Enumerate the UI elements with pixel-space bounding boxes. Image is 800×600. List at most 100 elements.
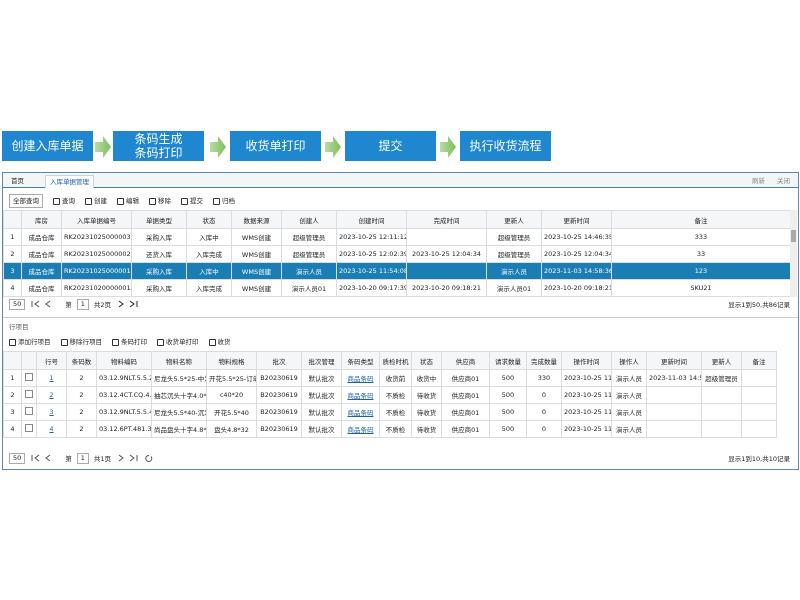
cell: 供应商01 [441,386,490,404]
cell [701,386,742,404]
tool-button[interactable]: 移除 [149,195,171,207]
toolbar: 添加行项目 移除行项目 条码打印 收货单打印 收货 [9,336,231,348]
cell: RK20231025000003 [61,228,132,246]
page-input[interactable]: 1 [76,452,89,464]
cell [741,403,777,421]
cell: SKU21 [611,279,790,297]
tool-button[interactable]: 收货单打印 [157,336,199,348]
close[interactable]: 关闭 [777,177,790,185]
tool-button[interactable]: 查询 [53,195,75,207]
tool-button[interactable]: 提交 [181,195,203,207]
cell: B20230619 [256,386,302,404]
tool-label: 全部查询 [13,197,39,205]
tool-label: 移除 [158,197,171,205]
cell: 2 [36,386,67,404]
cell: 500 [489,369,527,387]
cell: c40*20 [206,386,257,404]
tool-button[interactable]: 移除行项目 [60,336,102,348]
cell: 抽芯沉头十字4.0*20 [151,386,207,404]
row[interactable]: 11203.12.9NLT.5.5.25-3尼龙头5.5*25-中发开花5.5*… [3,369,799,387]
cell: 3 [36,403,67,421]
tool-button[interactable]: 收货 [208,336,231,348]
checkbox[interactable] [21,420,37,438]
checkbox[interactable] [21,386,37,404]
page-size[interactable]: 50 [9,298,26,310]
tool-button[interactable]: 条码打印 [112,336,147,348]
table: 行号 条码数 物料编码 物料名称 物料规格 批次 批次管理 条码类型 质检时机 状态 供应商 请求数量… [3,351,798,438]
cell: 0 [526,420,562,438]
cell: 0 [526,403,562,421]
cell: 03.12.9NLT.5.5.40-2 [96,403,152,421]
cell [406,228,487,246]
row[interactable]: 33203.12.9NLT.5.5.40-2尼龙头5.5*40-沉发开花5.5*… [3,403,799,421]
cell: 123 [611,262,790,280]
flow-step: 创建入库单据 [2,131,93,161]
cell: 330 [526,369,562,387]
checkbox[interactable] [21,403,37,421]
header-cell: 更新时间 [646,351,702,370]
row[interactable]: 3 成品仓库 RK20231025000001 采购入库 入库中 WMS创建 演示人员 202… [3,262,790,280]
header-row: 库房 入库单据编号 单据类型 状态 数据来源 创建人 创建时间 完成时间 更新人 更新时间 备注 [3,210,790,229]
cell: 商品条码 [341,369,380,387]
header-cell: 状态 [186,210,232,229]
cell: 收货中 [411,369,442,387]
page-input[interactable]: 1 [76,298,89,310]
flow-step: 提交 [345,131,436,161]
checkbox[interactable] [21,369,37,387]
summary: 显示1到10,共10记录 [728,455,790,463]
row[interactable]: 22203.12.4CT.CQ.4.0.2抽芯沉头十字4.0*20c40*20B… [3,386,799,404]
header-cell [3,210,22,229]
row[interactable]: 4 成品仓库 RK20231020000001 采购入库 入库完成 WMS创建 演示人员01… [3,279,790,297]
cell: 03.12.9NLT.5.5.25-3 [96,369,152,387]
icon [85,197,92,205]
header-cell: 物料编码 [96,351,152,370]
cell: 2023-10-25 11:57:2 [561,386,612,404]
tool-button[interactable]: 添加行项目 [9,336,51,348]
tool-button[interactable]: 创建 [85,195,107,207]
tool-button[interactable]: 全部查询 [9,194,43,208]
nav-icons [118,300,138,308]
cell: 33 [611,245,790,263]
header-cell: 完成数量 [526,351,562,370]
cell: 供应商01 [441,403,490,421]
row[interactable]: 1 成品仓库 RK20231025000003 采购入库 入库中 WMS创建 超级管理员 20… [3,228,790,246]
tool-button[interactable]: 编辑 [117,195,139,207]
cell: 开花5.5*40 [206,403,257,421]
cell: 500 [489,403,527,421]
cell [646,403,702,421]
cell: 尼龙头5.5*25-中发 [151,369,207,387]
tab-active[interactable]: 入库单据管理 [45,175,94,188]
total-pages: 共2页 [93,301,112,309]
refresh[interactable]: 刷新 [752,177,765,185]
cell: 超级管理员 [486,245,542,263]
tab[interactable]: 首页 [11,177,24,185]
orders-table: 库房 入库单据编号 单据类型 状态 数据来源 创建人 创建时间 完成时间 更新人 更新时间 备注 1 成… [3,210,790,297]
header-cell: 批次管理 [301,351,342,370]
cell: 待收货 [411,420,442,438]
header-cell: 行号 [36,351,67,370]
icon [117,197,124,205]
cell: 尚品盘头十字4.8*32 [151,420,207,438]
row[interactable]: 2 成品仓库 RK20231025000002 还货入库 入库完成 WMS创建 超级管理员 2… [3,245,790,263]
page-size[interactable]: 50 [9,452,26,464]
cell: 500 [489,386,527,404]
header-cell: 更新时间 [541,210,612,229]
tool-button[interactable]: 归档 [213,195,235,207]
header-cell: 状态 [411,351,442,370]
cell: 03.12.6PT.481.32 [96,420,152,438]
cell: 2023-10-25 11:57:2 [561,369,612,387]
section-title: 行项目 [9,323,29,331]
cell: 尼龙头5.5*40-沉发 [151,403,207,421]
header-cell: 条码数 [66,351,97,370]
cell [646,420,702,438]
cell: 还货入库 [131,245,187,263]
lines-table: 行号 条码数 物料编码 物料名称 物料规格 批次 批次管理 条码类型 质检时机 状态 供应商 请求数量… [3,351,798,441]
cell: 默认批次 [301,420,342,438]
summary: 显示1到50,共86记录 [728,301,790,309]
row[interactable]: 44203.12.6PT.481.32尚品盘头十字4.8*32盘头4.8*32B… [3,420,799,438]
header-cell: 备注 [611,210,790,229]
cell: 2023-10-25 12:02:39 [336,245,407,263]
header-cell: 供应商 [441,351,490,370]
cell: 2023-10-25 11:57:2 [561,403,612,421]
